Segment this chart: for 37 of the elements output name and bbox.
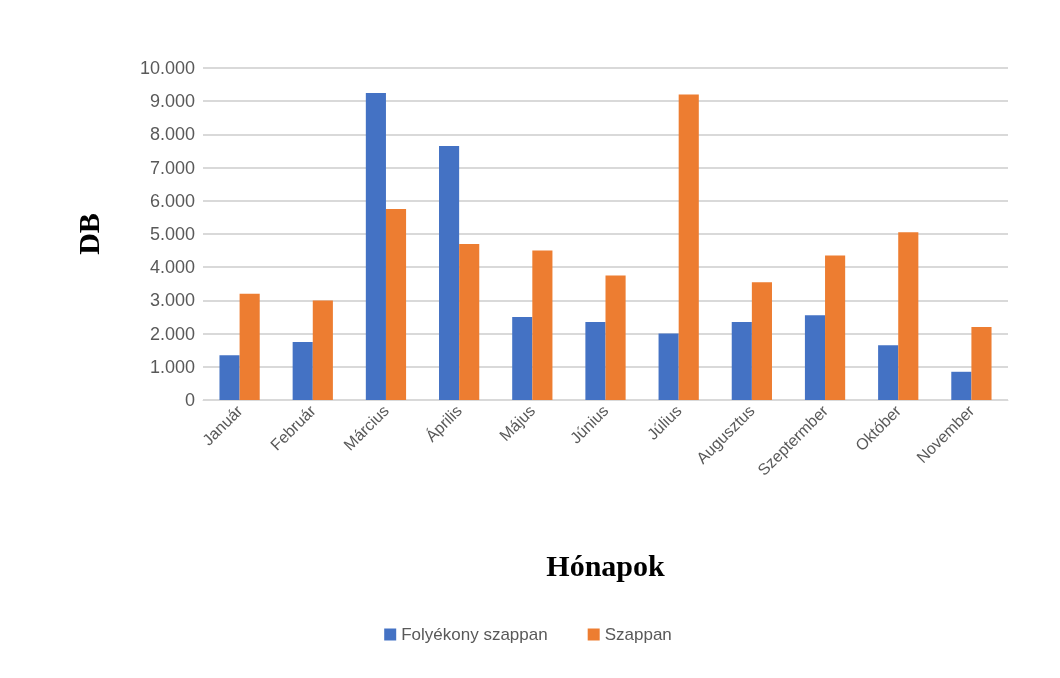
bar [219, 355, 240, 400]
y-axis-title: DB [71, 213, 105, 255]
bar [751, 282, 772, 400]
bar [512, 317, 533, 400]
bar [239, 293, 260, 400]
bar [825, 255, 846, 400]
bar [731, 321, 752, 400]
y-tick-label: 0 [184, 390, 195, 410]
bar [678, 94, 699, 400]
bar [585, 321, 606, 400]
y-tick-label: 3.000 [149, 290, 195, 311]
bar [878, 345, 899, 400]
bar [385, 209, 407, 400]
y-tick-label: 9.000 [149, 91, 195, 112]
bar [365, 92, 386, 400]
bar [951, 371, 972, 400]
x-axis-title: Hónapok [546, 548, 666, 582]
bar [312, 300, 333, 400]
legend-label: Folyékony szappan [401, 625, 548, 644]
legend-label: Szappan [604, 625, 672, 644]
bar [658, 333, 679, 400]
bar [804, 315, 826, 400]
bar [439, 146, 460, 400]
bar [898, 232, 919, 400]
bar [605, 275, 626, 400]
y-tick-label: 4.000 [149, 257, 195, 278]
y-tick-label: 2.000 [149, 323, 195, 344]
y-tick-label: 1.000 [149, 356, 195, 377]
y-tick-label: 10.000 [139, 58, 195, 78]
y-tick-label: 8.000 [149, 124, 195, 145]
bar [292, 341, 313, 400]
bar [971, 326, 992, 400]
bar [459, 243, 480, 400]
y-tick-label: 5.000 [149, 224, 195, 244]
y-tick-label: 6.000 [149, 190, 195, 211]
bar [532, 250, 553, 400]
y-tick-label: 7.000 [149, 157, 195, 178]
